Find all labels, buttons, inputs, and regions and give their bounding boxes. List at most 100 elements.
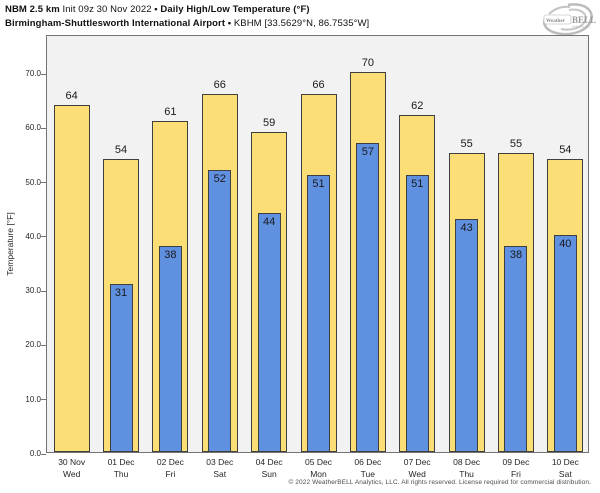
x-tick-label: 02 Dec Fri (146, 457, 195, 480)
low-bar (257, 213, 281, 452)
low-value-label: 44 (263, 216, 276, 229)
high-value-label: 55 (460, 138, 473, 151)
y-tick-mark (41, 399, 46, 401)
x-tick-date: 06 Dec (354, 457, 382, 467)
low-value-label: 38 (164, 248, 177, 261)
x-tick-date: 07 Dec (403, 457, 431, 467)
x-tick-label: 08 Dec Thu (442, 457, 491, 480)
high-value-label: 66 (312, 78, 325, 91)
x-tick-date: 10 Dec (551, 457, 579, 467)
x-tick-date: 09 Dec (502, 457, 530, 467)
x-tick-date: 04 Dec (255, 457, 283, 467)
low-value-label: 31 (114, 286, 128, 299)
low-bar (158, 245, 182, 452)
low-value-label: 38 (509, 248, 523, 261)
x-tick-day: Fri (510, 468, 521, 479)
low-value-label: 51 (312, 178, 325, 191)
x-tick-day: Wed (63, 468, 81, 479)
high-value-label: 62 (411, 100, 424, 113)
x-tick-day: Sat (213, 468, 227, 479)
y-tick-label: 50.0 (25, 177, 41, 187)
low-bar (405, 175, 429, 452)
x-tick-day: Sun (261, 468, 277, 479)
separator-dot: • (227, 17, 232, 29)
x-tick-day: Thu (459, 468, 474, 479)
high-value-label: 61 (164, 105, 177, 118)
high-value-label: 64 (65, 89, 78, 102)
low-bar (455, 218, 479, 452)
product-title: Daily High/Low Temperature (°F) (160, 4, 310, 15)
x-tick-day: Mon (310, 468, 327, 479)
x-tick-date: 02 Dec (156, 457, 184, 467)
x-tick-date: 30 Nov (58, 457, 86, 467)
x-tick-label: 07 Dec Wed (393, 457, 442, 480)
y-tick-label: 70.0 (25, 69, 41, 78)
low-bar (208, 169, 232, 452)
model-name: NBM 2.5 km (5, 4, 60, 15)
x-tick-label: 30 Nov Wed (47, 457, 96, 480)
copyright-notice: © 2022 WeatherBELL Analytics, LLC. All r… (288, 479, 591, 486)
y-tick-label: 30.0 (25, 286, 41, 296)
station-id: KBHM [33.5629°N, 86.7535°W] (233, 17, 370, 29)
x-tick-date: 03 Dec (206, 457, 234, 467)
high-bar (53, 104, 90, 452)
low-value-label: 52 (213, 172, 226, 185)
x-tick-date: 05 Dec (305, 457, 332, 467)
x-tick-date: 01 Dec (107, 457, 135, 467)
y-tick-mark (41, 127, 46, 129)
low-bar (307, 175, 330, 452)
x-tick-day: Fri (165, 468, 176, 479)
y-tick-mark (41, 236, 46, 238)
station-name: Birmingham-Shuttlesworth International A… (5, 17, 226, 29)
swirl-icon (543, 3, 593, 36)
y-tick-mark (41, 453, 46, 455)
y-tick-mark (41, 290, 46, 292)
low-value-label: 40 (559, 237, 572, 250)
weatherbell-logo: Weather BELL Analytics LLC (543, 3, 596, 36)
x-tick-day: Wed (408, 468, 426, 479)
high-value-label: 54 (559, 143, 572, 156)
x-tick-label: 06 Dec Tue (343, 457, 392, 480)
y-tick-label: 60.0 (25, 123, 41, 133)
x-tick-label: 04 Dec Sun (244, 457, 293, 480)
y-tick-mark (41, 344, 46, 346)
chart-header: NBM 2.5 km Init 09z 30 Nov 2022 • Daily … (5, 3, 369, 30)
high-value-label: 55 (509, 138, 523, 151)
plot-area: 0.0 10.0 20.0 30.0 40.0 50.0 60.0 70.0 64 30 Nov W… (25, 35, 589, 479)
x-tick-label: 10 Dec Sat (541, 457, 590, 480)
x-tick-label: 09 Dec Fri (491, 457, 540, 480)
low-value-label: 43 (460, 221, 473, 234)
x-tick-day: Tue (360, 468, 376, 479)
y-tick-mark (41, 182, 46, 184)
high-value-label: 54 (114, 143, 128, 156)
y-tick-label: 10.0 (25, 394, 41, 404)
separator-dot: • (154, 4, 158, 15)
low-bar (109, 283, 133, 452)
low-bar (356, 142, 380, 452)
header-line-2: Birmingham-Shuttlesworth International A… (5, 17, 369, 31)
x-tick-label: 01 Dec Thu (96, 457, 145, 480)
low-bar (504, 245, 528, 452)
logo-text-weather: Weather (546, 18, 566, 24)
y-tick-label: 0.0 (29, 449, 41, 458)
low-bar (553, 234, 577, 452)
high-value-label: 70 (361, 57, 374, 69)
x-tick-day: Thu (113, 468, 129, 479)
x-tick-day: Sat (558, 468, 572, 479)
x-tick-label: 03 Dec Sat (195, 457, 244, 480)
low-value-label: 51 (411, 178, 424, 191)
high-value-label: 59 (263, 116, 276, 129)
init-time: Init 09z 30 Nov 2022 (62, 4, 152, 15)
x-tick-date: 08 Dec (453, 457, 481, 467)
y-tick-label: 40.0 (25, 231, 41, 241)
low-value-label: 57 (361, 145, 374, 158)
x-tick-label: 05 Dec Mon (294, 457, 343, 480)
y-tick-mark (41, 73, 46, 75)
logo-text-bell: BELL (572, 15, 596, 25)
y-axis-title: Temperature [°F] (5, 212, 15, 276)
y-tick-label: 20.0 (25, 340, 41, 350)
logo-text-analytics: Analytics LLC (572, 25, 591, 29)
header-line-1: NBM 2.5 km Init 09z 30 Nov 2022 • Daily … (5, 3, 369, 17)
high-value-label: 66 (213, 78, 226, 91)
